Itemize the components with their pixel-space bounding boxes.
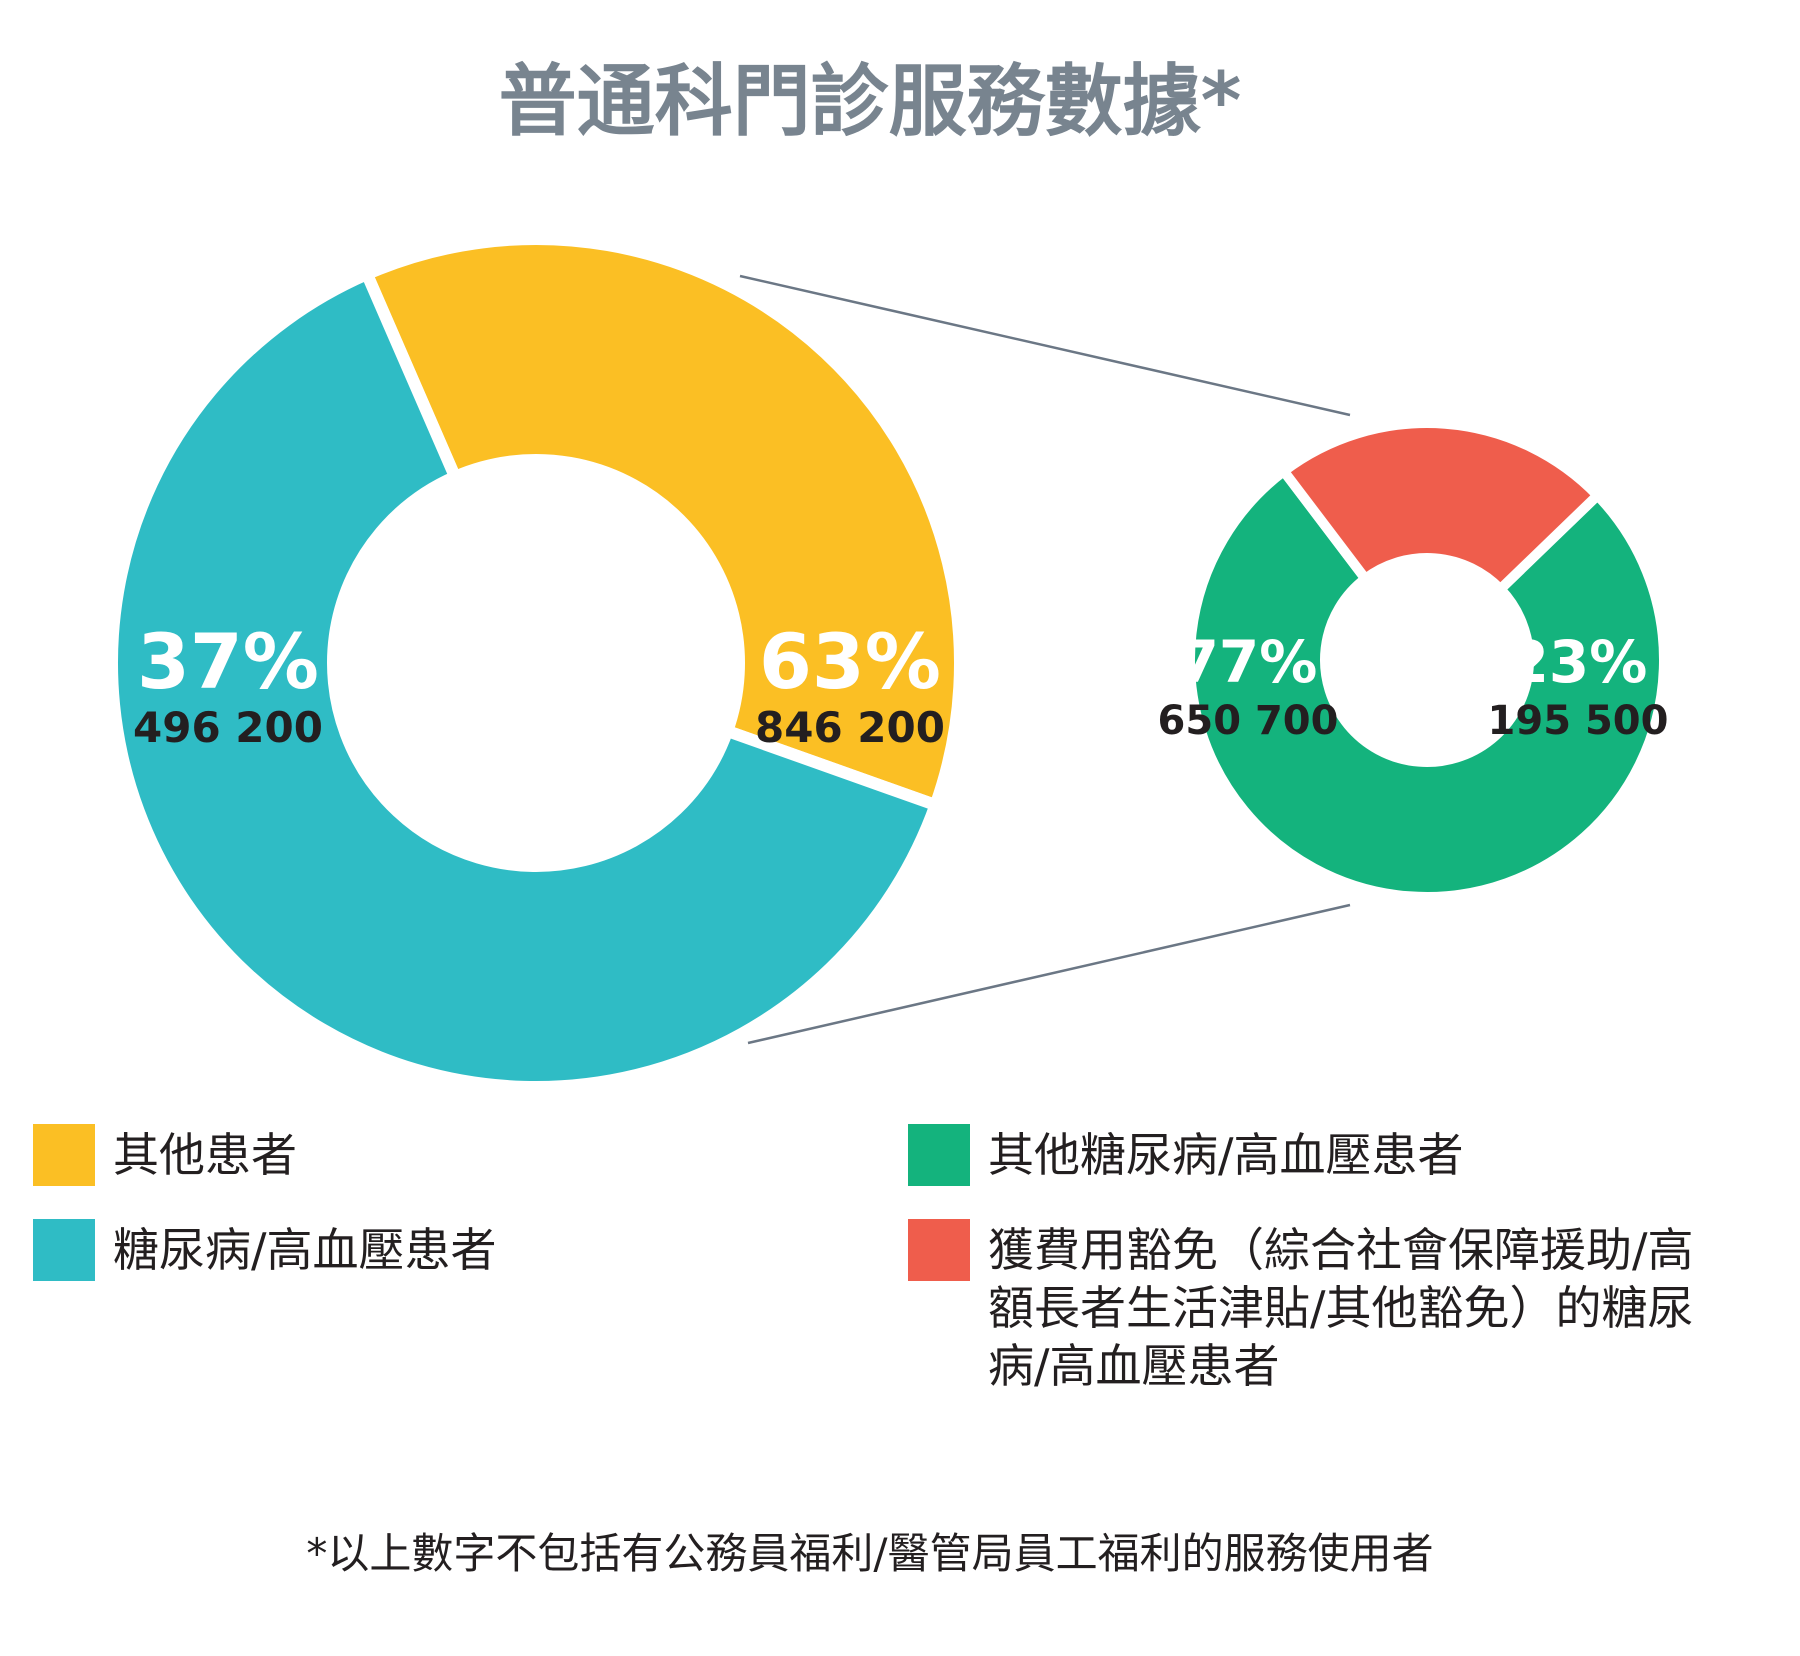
donut-breakdown: 77%650 700 23%195 500 (1158, 418, 1669, 902)
footnote: *以上數字不包括有公務員福利/醫管局員工福利的服務使用者 (306, 1529, 1433, 1578)
chart-title: 普通科門診服務數據* (499, 57, 1242, 147)
legend-left-swatch-0 (33, 1124, 95, 1186)
donut-0-slice-0-percent-label: 37% (137, 617, 319, 706)
donut-1-slice-0-count-label: 650 700 (1158, 698, 1339, 744)
legend-right-label-1-line-2: 病/高血壓患者 (988, 1339, 1280, 1393)
connector-line-top (739, 274, 1351, 417)
donut-main: 37%496 200 63%846 200 (106, 233, 966, 1093)
legend-right: 其他糖尿病/高血壓患者獲費用豁免（綜合社會保障援助/高額長者生活津貼/其他豁免）… (908, 1124, 1694, 1393)
legend-right-label-0-line-0: 其他糖尿病/高血壓患者 (988, 1128, 1464, 1182)
legend-left-label-1-line-0: 糖尿病/高血壓患者 (113, 1223, 497, 1277)
donut-1-slice-1 (1276, 418, 1605, 597)
donut-0-slice-0 (359, 233, 966, 813)
connector-line-bottom (747, 903, 1351, 1045)
donut-1-slice-0-percent-label: 77% (1179, 628, 1318, 696)
legend-right-swatch-1 (908, 1219, 970, 1281)
donut-0-slice-1 (106, 266, 944, 1093)
donut-0-slice-1-count-label: 846 200 (755, 703, 945, 752)
legend-left-label-0-line-0: 其他患者 (113, 1128, 297, 1182)
legend-right-label-1-line-0: 獲費用豁免（綜合社會保障援助/高 (988, 1223, 1694, 1277)
donut-0-slice-0-count-label: 496 200 (133, 703, 323, 752)
legend-left-swatch-1 (33, 1219, 95, 1281)
legend-right-label-1-line-1: 額長者生活津貼/其他豁免）的糖尿 (988, 1281, 1694, 1335)
donut-1-slice-1-percent-label: 23% (1509, 628, 1648, 696)
donut-1-slice-1-count-label: 195 500 (1488, 698, 1669, 744)
donut-1-slice-0 (1185, 464, 1669, 902)
donut-0-slice-1-percent-label: 63% (759, 617, 941, 706)
legend-right-swatch-0 (908, 1124, 970, 1186)
